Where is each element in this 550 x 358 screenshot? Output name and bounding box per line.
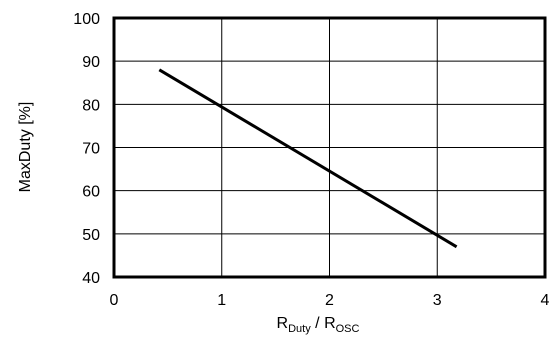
x-axis-title-separator: / (311, 315, 324, 332)
series-line-0 (158, 68, 458, 249)
x-tick-label-2: 2 (325, 292, 334, 309)
series-layer (158, 68, 458, 249)
y-axis-title: MaxDuty [%] (17, 102, 34, 193)
x-tick-label-1: 1 (217, 292, 226, 309)
y-tick-labels: 40 50 60 70 80 90 100 (73, 11, 100, 287)
x-tick-label-4: 4 (541, 292, 550, 309)
x-axis-title-sub-2: OSC (336, 323, 360, 335)
x-tick-labels: 0 1 2 3 4 (110, 292, 550, 309)
y-tick-label-6: 100 (73, 11, 100, 28)
y-tick-label-4: 80 (82, 97, 100, 114)
y-tick-label-5: 90 (82, 54, 100, 71)
y-tick-label-1: 50 (82, 227, 100, 244)
y-tick-label-2: 60 (82, 184, 100, 201)
y-tick-label-0: 40 (82, 270, 100, 287)
x-axis-title: RDuty / ROSC (277, 315, 360, 335)
x-tick-label-3: 3 (433, 292, 442, 309)
grid (114, 18, 545, 277)
x-tick-label-0: 0 (110, 292, 119, 309)
plot-frame (112, 16, 547, 279)
y-tick-label-3: 70 (82, 141, 100, 158)
x-axis-title-base-2: R (324, 315, 336, 332)
x-axis-title-base-1: R (277, 315, 289, 332)
x-axis-title-sub-1: Duty (288, 323, 311, 335)
